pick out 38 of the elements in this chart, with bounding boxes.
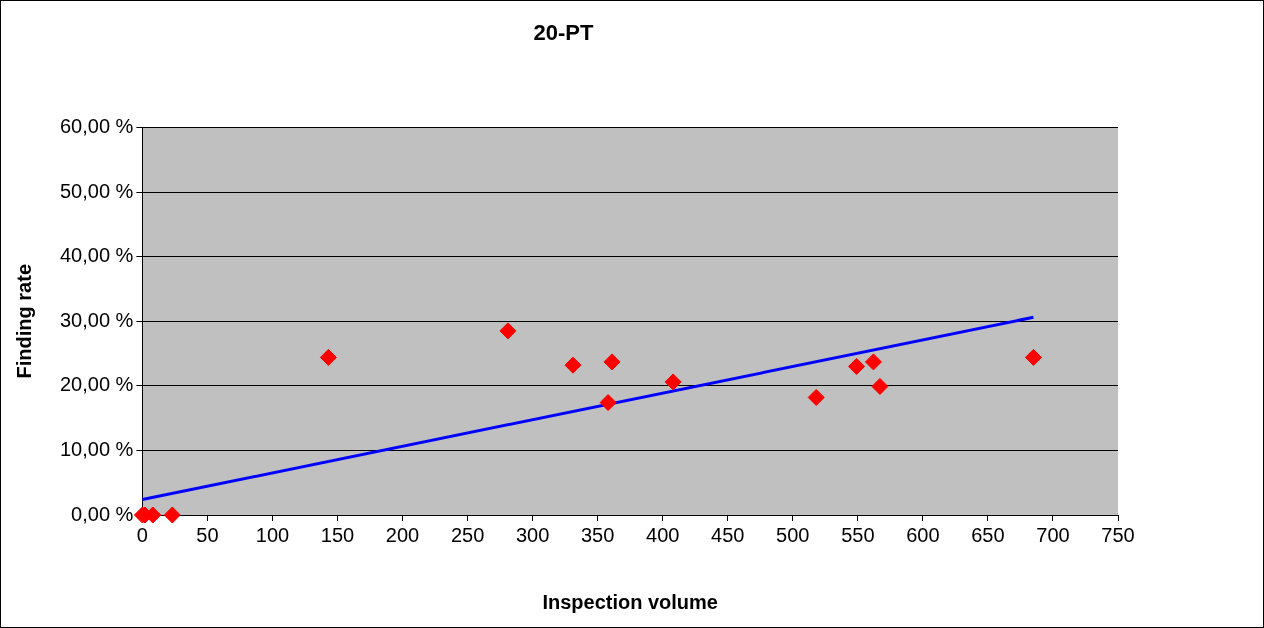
point: [499, 322, 517, 340]
y-tick-label: 60,00 %: [60, 114, 134, 137]
point: [319, 348, 337, 366]
y-tick-label: 30,00 %: [60, 308, 134, 331]
point: [848, 357, 866, 375]
y-tick-label: 10,00 %: [60, 437, 134, 460]
x-tick-label: 450: [711, 523, 745, 546]
x-tick-label: 250: [450, 523, 485, 546]
x-tick-label: 700: [1036, 523, 1070, 546]
point: [864, 353, 882, 371]
x-tick-label: 100: [255, 523, 290, 546]
y-tick-label: 0,00 %: [71, 502, 134, 525]
x-tick-label: 550: [841, 523, 875, 546]
y-tick-label: 40,00 %: [60, 244, 134, 267]
chart-title: 20-PT: [533, 20, 595, 46]
point: [807, 388, 825, 406]
x-tick-label: 0: [136, 523, 148, 546]
y-axis-title: Finding rate: [12, 263, 35, 379]
x-tick-label: 300: [515, 523, 550, 546]
point: [599, 394, 617, 412]
x-axis-title: Inspection volume: [542, 590, 718, 613]
x-tick-label: 500: [776, 523, 810, 546]
y-tick-label: 20,00 %: [60, 373, 134, 396]
x-tick-label: 50: [196, 523, 219, 546]
x-tick-label: 600: [906, 523, 940, 546]
point: [871, 377, 889, 395]
point: [1024, 348, 1042, 366]
x-tick-label: 150: [320, 523, 355, 546]
x-tick-label: 350: [580, 523, 615, 546]
x-tick-label: 400: [646, 523, 680, 546]
y-tick-label: 50,00 %: [60, 179, 134, 202]
point: [664, 373, 682, 391]
x-tick-label: 650: [971, 523, 1005, 546]
point: [163, 506, 181, 524]
point: [603, 353, 621, 371]
point: [564, 356, 582, 374]
x-tick-label: 750: [1101, 523, 1135, 546]
x-tick-label: 200: [385, 523, 420, 546]
